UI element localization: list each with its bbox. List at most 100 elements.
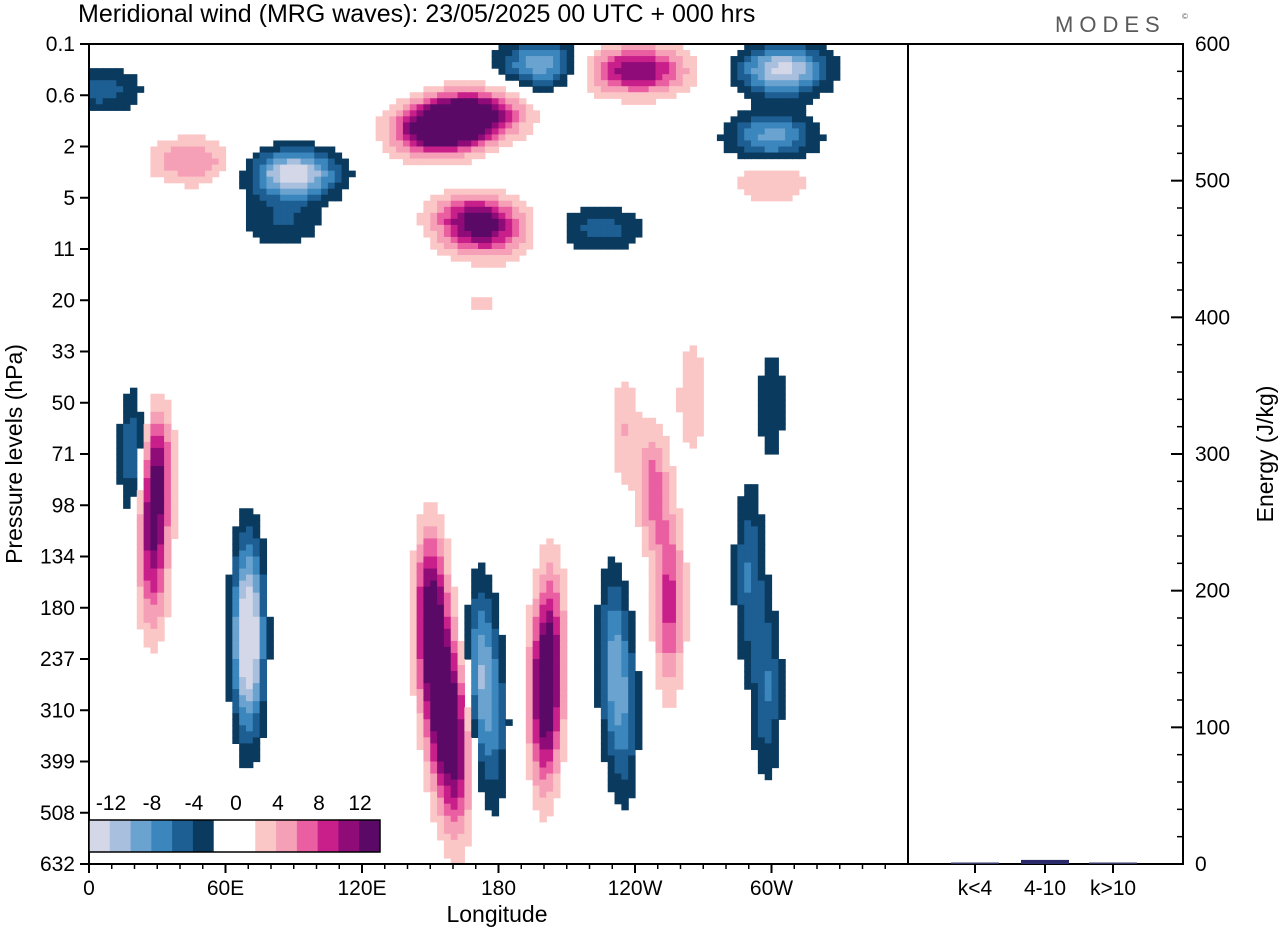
contour-cell: [225, 665, 233, 672]
contour-cell: [478, 134, 486, 142]
contour-cell: [785, 188, 793, 196]
contour-cell: [266, 194, 274, 202]
contour-cell: [143, 460, 152, 467]
contour-cell: [518, 212, 527, 220]
contour-cell: [491, 140, 500, 148]
contour-cell: [505, 200, 513, 208]
contour-cell: [157, 164, 165, 172]
contour-cell: [655, 454, 663, 461]
contour-cell: [375, 134, 384, 142]
contour-cell: [484, 592, 493, 600]
contour-cell: [464, 206, 472, 214]
contour-cell: [662, 574, 670, 582]
contour-cell: [430, 140, 438, 148]
contour-cell: [443, 152, 452, 160]
contour-cell: [546, 86, 554, 93]
contour-cell: [478, 683, 486, 690]
contour-cell: [764, 622, 773, 630]
contour-cell: [512, 92, 520, 99]
contour-cell: [430, 659, 438, 666]
contour-cell: [464, 152, 472, 160]
contour-cell: [559, 713, 568, 720]
contour-cell: [621, 68, 629, 75]
contour-cell: [655, 532, 663, 540]
contour-cell: [232, 580, 240, 588]
contour-cell: [532, 80, 541, 87]
contour-cell: [628, 230, 636, 238]
contour-cell: [389, 152, 397, 160]
contour-cell: [409, 671, 418, 678]
contour-cell: [430, 104, 438, 111]
contour-cell: [471, 610, 479, 618]
contour-cell: [525, 206, 534, 214]
contour-cell: [532, 628, 541, 636]
contour-cell: [150, 520, 158, 527]
contour-cell: [150, 405, 158, 413]
contour-cell: [757, 737, 766, 745]
contour-cell: [771, 713, 779, 720]
contour-cell: [730, 146, 738, 154]
contour-cell: [450, 110, 459, 117]
contour-cell: [157, 170, 165, 178]
contour-cell: [150, 574, 158, 582]
contour-cell: [655, 598, 663, 606]
contour-cell: [662, 598, 670, 606]
contour-cell: [484, 134, 493, 142]
contour-cell: [682, 387, 691, 395]
energy-axis-label: Energy (J/kg): [1252, 386, 1278, 523]
contour-cell: [751, 586, 759, 594]
contour-cell: [266, 646, 274, 654]
contour-cell: [764, 188, 773, 196]
contour-cell: [423, 659, 431, 666]
contour-cell: [232, 677, 240, 684]
contour-cell: [518, 80, 527, 87]
contour-cell: [778, 423, 786, 431]
contour-cell: [443, 218, 452, 226]
contour-cell: [532, 713, 541, 720]
contour-cell: [225, 689, 233, 696]
contour-cell: [252, 176, 261, 184]
contour-cell: [662, 502, 670, 509]
contour-cell: [443, 755, 452, 763]
contour-cell: [409, 652, 418, 660]
contour-cell: [648, 598, 657, 606]
contour-cell: [628, 212, 636, 220]
contour-cell: [553, 671, 561, 678]
contour-cell: [164, 556, 172, 564]
contour-cell: [805, 134, 814, 142]
contour-cell: [491, 695, 500, 702]
contour-cell: [245, 508, 254, 515]
contour-cell: [484, 242, 493, 250]
contour-cell: [430, 544, 438, 552]
contour-cell: [607, 574, 616, 582]
contour-cell: [164, 598, 172, 606]
contour-cell: [484, 707, 493, 714]
contour-cell: [239, 652, 247, 660]
contour-cell: [437, 212, 445, 220]
contour-cell: [450, 755, 459, 763]
contour-cell: [484, 140, 493, 148]
contour-cell: [614, 466, 622, 473]
contour-cell: [471, 249, 479, 256]
contour-cell: [491, 598, 500, 606]
contour-cell: [675, 592, 684, 600]
contour-cell: [621, 646, 629, 654]
contour-cell: [430, 677, 438, 684]
contour-cell: [764, 176, 773, 184]
contour-cell: [525, 50, 534, 57]
contour-cell: [607, 586, 616, 594]
contour-cell: [245, 610, 254, 618]
contour-cell: [600, 212, 609, 220]
contour-cell: [662, 466, 670, 473]
contour-cell: [757, 616, 766, 624]
contour-cell: [321, 194, 329, 202]
contour-cell: [225, 695, 233, 702]
contour-cell: [437, 797, 445, 805]
contour-cell: [450, 671, 459, 678]
contour-cell: [443, 242, 452, 250]
contour-cell: [648, 514, 657, 521]
contour-cell: [143, 556, 152, 564]
contour-cell: [491, 610, 500, 618]
contour-cell: [778, 140, 786, 148]
contour-cell: [525, 56, 534, 63]
